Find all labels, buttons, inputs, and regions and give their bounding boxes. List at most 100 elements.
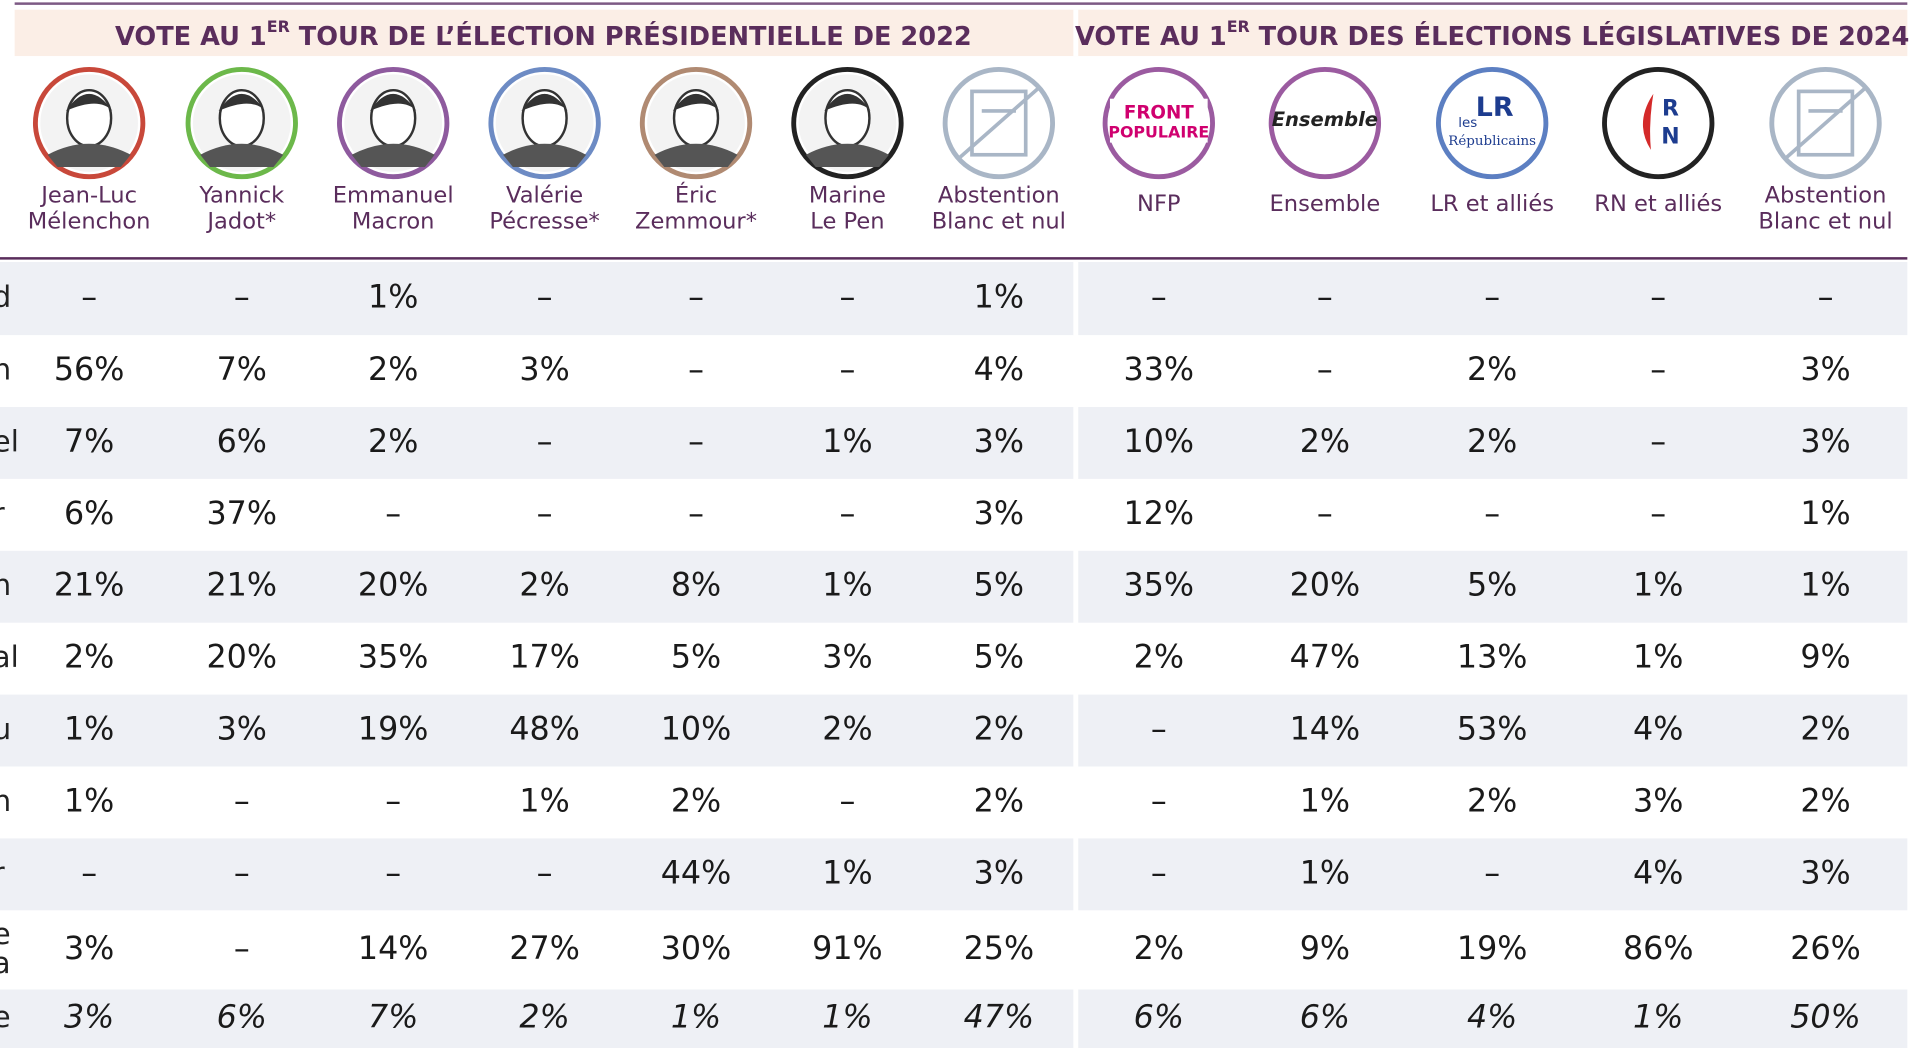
cell: 2% (368, 352, 418, 388)
cell: 12% (1124, 496, 1195, 532)
column-name: Blanc et nul (932, 208, 1066, 234)
cell: 1% (1633, 640, 1683, 676)
cell: 3% (974, 424, 1024, 460)
cell: 3% (1800, 855, 1850, 891)
column-separator (1073, 262, 1078, 1048)
cell: 35% (1124, 568, 1195, 604)
column-name: Le Pen (810, 208, 884, 234)
logo-text: Ensemble (1272, 108, 1378, 131)
column-name: Zemmour* (635, 208, 757, 234)
cell: 1% (64, 783, 114, 819)
cell: 25% (964, 931, 1035, 967)
cell: 6% (64, 496, 114, 532)
cell: 7% (217, 352, 267, 388)
column-name: Jadot* (205, 208, 276, 234)
cell: 3% (974, 855, 1024, 891)
row-label: el (0, 424, 19, 458)
row-band (0, 262, 1907, 335)
cell: – (385, 855, 401, 891)
cell: 1% (822, 424, 872, 460)
row-label: n (0, 353, 11, 387)
cell: 19% (358, 712, 429, 748)
cell: – (234, 931, 250, 967)
cell: – (688, 352, 704, 388)
row-label: n (0, 568, 11, 602)
cell: 3% (64, 1000, 114, 1036)
title-part: TOUR DES ÉLECTIONS LÉGISLATIVES DE 2024 (1250, 22, 1910, 52)
cell: 4% (1633, 712, 1683, 748)
row-label: al (0, 640, 19, 674)
cell: 1% (974, 280, 1024, 316)
cell: 50% (1790, 1000, 1861, 1036)
cell: 13% (1457, 640, 1528, 676)
column-name: Blanc et nul (1758, 208, 1892, 234)
cell: 35% (358, 640, 429, 676)
cell: 1% (1800, 568, 1850, 604)
column-name: Ensemble (1270, 191, 1381, 217)
superscript: ER (1227, 16, 1250, 35)
column-name: Abstention (938, 183, 1060, 209)
icon-ring (1605, 69, 1712, 176)
cell: 3% (519, 352, 569, 388)
cell: 1% (368, 280, 418, 316)
cell: – (537, 424, 553, 460)
cell: 1% (1633, 1000, 1683, 1036)
cell: 33% (1124, 352, 1195, 388)
cell: – (839, 496, 855, 532)
cell: 1% (1300, 783, 1350, 819)
cell: – (1484, 855, 1500, 891)
cell: 4% (974, 352, 1024, 388)
cell: 17% (509, 640, 580, 676)
cell: – (688, 424, 704, 460)
cell: 2% (974, 783, 1024, 819)
title-part: VOTE AU 1 (1075, 22, 1227, 52)
cell: 2% (1467, 783, 1517, 819)
cell: 2% (974, 712, 1024, 748)
cell: 47% (964, 1000, 1035, 1036)
cell: 19% (1457, 931, 1528, 967)
cell: 1% (519, 783, 569, 819)
cell: 10% (1124, 424, 1195, 460)
cell: 5% (974, 640, 1024, 676)
title-part: VOTE AU 1 (115, 22, 267, 52)
cell: 48% (509, 712, 580, 748)
cell: 3% (217, 712, 267, 748)
cell: 6% (1300, 1000, 1350, 1036)
cell: – (839, 783, 855, 819)
row-label: e (0, 1000, 11, 1034)
cell: 2% (671, 783, 721, 819)
cell: – (234, 280, 250, 316)
logo-text: POPULAIRE (1108, 122, 1209, 141)
cell: 2% (519, 1000, 569, 1036)
column-name: Marine (809, 183, 886, 209)
cell: 1% (671, 1000, 721, 1036)
cell: 1% (822, 1000, 872, 1036)
column-name: Jean-Luc (39, 183, 137, 209)
cell: – (839, 280, 855, 316)
superscript: ER (267, 16, 290, 35)
cell: 2% (1800, 783, 1850, 819)
cell: 7% (368, 1000, 418, 1036)
row-label: u (0, 712, 11, 746)
cell: – (1484, 496, 1500, 532)
cell: 21% (207, 568, 278, 604)
column-name: Valérie (506, 183, 583, 209)
logo-text: les (1458, 116, 1477, 131)
column-name: Éric (675, 181, 717, 209)
cell: 21% (54, 568, 125, 604)
row-label: n (0, 784, 11, 818)
cell: – (81, 855, 97, 891)
cell: 3% (1633, 783, 1683, 819)
logo-text: N (1661, 125, 1679, 150)
cell: 9% (1800, 640, 1850, 676)
cell: 5% (671, 640, 721, 676)
cell: 4% (1633, 855, 1683, 891)
cell: 30% (661, 931, 732, 967)
cell: 1% (822, 855, 872, 891)
cell: – (1151, 855, 1167, 891)
cell: 20% (1290, 568, 1361, 604)
column-name: Yannick (198, 183, 284, 209)
cell: 26% (1790, 931, 1861, 967)
page: VOTE AU 1ER TOUR DE L’ÉLECTION PRÉSIDENT… (0, 0, 1911, 1048)
cell: 44% (661, 855, 732, 891)
